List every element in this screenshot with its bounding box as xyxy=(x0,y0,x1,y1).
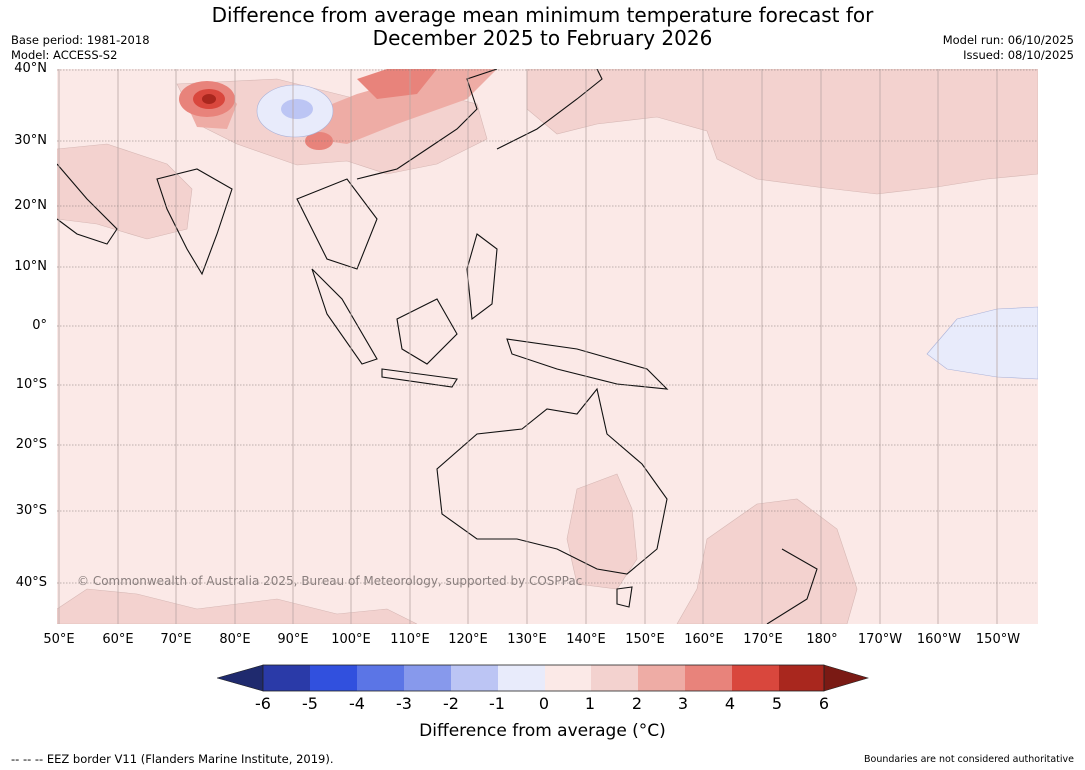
colorbar-bin-9 xyxy=(638,665,685,691)
colorbar-under-arrow xyxy=(217,664,264,692)
map-panel xyxy=(57,69,1038,624)
coast-australia xyxy=(436,387,668,575)
lon-label-50e: 50°E xyxy=(43,632,75,647)
coast-japan xyxy=(496,69,603,150)
lon-label-150w: 150°W xyxy=(975,632,1021,647)
colorbar-tick: 4 xyxy=(724,694,736,713)
anomaly-region-southern-ocean xyxy=(57,588,418,624)
coast-india xyxy=(156,168,233,276)
anomaly-region-tasman xyxy=(676,498,858,624)
lat-label-20n: 20°N xyxy=(14,198,47,213)
colorbar-tick: 0 xyxy=(538,694,550,713)
colorbar-frame xyxy=(262,664,825,692)
model-name: Model: ACCESS-S2 xyxy=(11,48,118,62)
anomaly-cool-central-pacific xyxy=(926,306,1038,380)
coast-borneo xyxy=(396,298,458,365)
colorbar-over-arrow xyxy=(823,664,869,692)
copyright-notice: © Commonwealth of Australia 2025, Bureau… xyxy=(77,574,583,588)
anomaly-cool-tibet-core xyxy=(281,99,313,119)
coast-new-guinea xyxy=(506,338,669,390)
lon-label-80e: 80°E xyxy=(219,632,251,647)
model-run: Model run: 06/10/2025 xyxy=(942,33,1074,47)
colorbar-label: Difference from average (°C) xyxy=(419,721,666,741)
coast-new-zealand xyxy=(766,548,818,624)
coast-china xyxy=(356,69,498,180)
lon-label-160w: 160°W xyxy=(916,632,962,647)
colorbar-tick: 5 xyxy=(771,694,783,713)
lon-label-120e: 120°E xyxy=(448,632,488,647)
coastlines xyxy=(57,69,818,624)
lon-label-170w: 170°W xyxy=(857,632,903,647)
colorbar-bin-5 xyxy=(451,665,498,691)
colorbar-bin-7 xyxy=(545,665,591,691)
colorbar-tick: 3 xyxy=(677,694,689,713)
coast-philippines xyxy=(466,233,498,321)
colorbar-tick: -6 xyxy=(255,694,271,713)
colorbar-bin-12 xyxy=(779,665,824,691)
coast-indochina xyxy=(296,178,378,270)
colorbar-tick: -2 xyxy=(443,694,459,713)
lon-label-170e: 170°E xyxy=(743,632,783,647)
lon-label-70e: 70°E xyxy=(160,632,192,647)
anomaly-hotspot-kashmir-peak xyxy=(202,94,216,104)
map-svg xyxy=(57,69,1038,624)
colorbar-bin-4 xyxy=(404,665,451,691)
colorbar-bin-10 xyxy=(685,665,732,691)
lat-label-40s: 40°S xyxy=(15,575,47,590)
anomaly-region-warm-japan xyxy=(357,69,437,99)
base-period: Base period: 1981-2018 xyxy=(11,33,150,47)
lat-label-0: 0° xyxy=(32,318,47,333)
lat-label-10n: 10°N xyxy=(14,259,47,274)
boundary-disclaimer: Boundaries are not considered authoritat… xyxy=(864,754,1074,765)
coast-sumatra xyxy=(311,268,378,365)
lon-label-150e: 150°E xyxy=(625,632,665,647)
lon-label-60e: 60°E xyxy=(102,632,134,647)
colorbar-tick: -3 xyxy=(396,694,412,713)
coast-java xyxy=(381,368,458,388)
coast-arabia xyxy=(57,163,118,245)
lat-label-40n: 40°N xyxy=(14,61,47,76)
colorbar-bin-3 xyxy=(357,665,404,691)
colorbar-bin-8 xyxy=(591,665,638,691)
anomaly-region-warm-china xyxy=(307,69,497,144)
coast-tasmania xyxy=(616,586,633,608)
colorbar-tick: -4 xyxy=(349,694,365,713)
colorbar-tick: 1 xyxy=(584,694,596,713)
colorbar-bin-2 xyxy=(310,665,357,691)
lon-label-130e: 130°E xyxy=(507,632,547,647)
lon-label-180: 180° xyxy=(806,632,838,647)
title-line-1: Difference from average mean minimum tem… xyxy=(211,3,874,27)
lon-label-160e: 160°E xyxy=(684,632,724,647)
lat-label-10s: 10°S xyxy=(15,377,47,392)
colorbar xyxy=(217,664,869,692)
colorbar-tick: 2 xyxy=(631,694,643,713)
lat-label-20s: 20°S xyxy=(15,437,47,452)
colorbar-tick: 6 xyxy=(818,694,830,713)
anomaly-region-north-pacific xyxy=(526,69,1038,195)
lat-label-30s: 30°S xyxy=(15,503,47,518)
colorbar-bin-1 xyxy=(263,665,310,691)
colorbar-tick: -1 xyxy=(489,694,505,713)
colorbar-tick: -5 xyxy=(302,694,318,713)
title-line-2: December 2025 to February 2026 xyxy=(372,26,713,50)
colorbar-bin-11 xyxy=(732,665,779,691)
issued-date: Issued: 08/10/2025 xyxy=(963,48,1074,62)
eez-note: -- -- -- EEZ border V11 (Flanders Marine… xyxy=(11,752,334,766)
colorbar-bin-6 xyxy=(498,665,545,691)
meta-right: Model run: 06/10/2025 Issued: 08/10/2025 xyxy=(943,33,1074,63)
anomaly-region-arabia xyxy=(57,143,193,240)
lon-label-100e: 100°E xyxy=(331,632,371,647)
lat-label-30n: 30°N xyxy=(14,133,47,148)
lon-label-140e: 140°E xyxy=(566,632,606,647)
lon-label-90e: 90°E xyxy=(277,632,309,647)
lon-label-110e: 110°E xyxy=(390,632,430,647)
graticule-meridians xyxy=(58,69,998,624)
meta-left: Base period: 1981-2018 Model: ACCESS-S2 xyxy=(11,33,150,63)
chart-title: Difference from average mean minimum tem… xyxy=(0,4,1085,50)
